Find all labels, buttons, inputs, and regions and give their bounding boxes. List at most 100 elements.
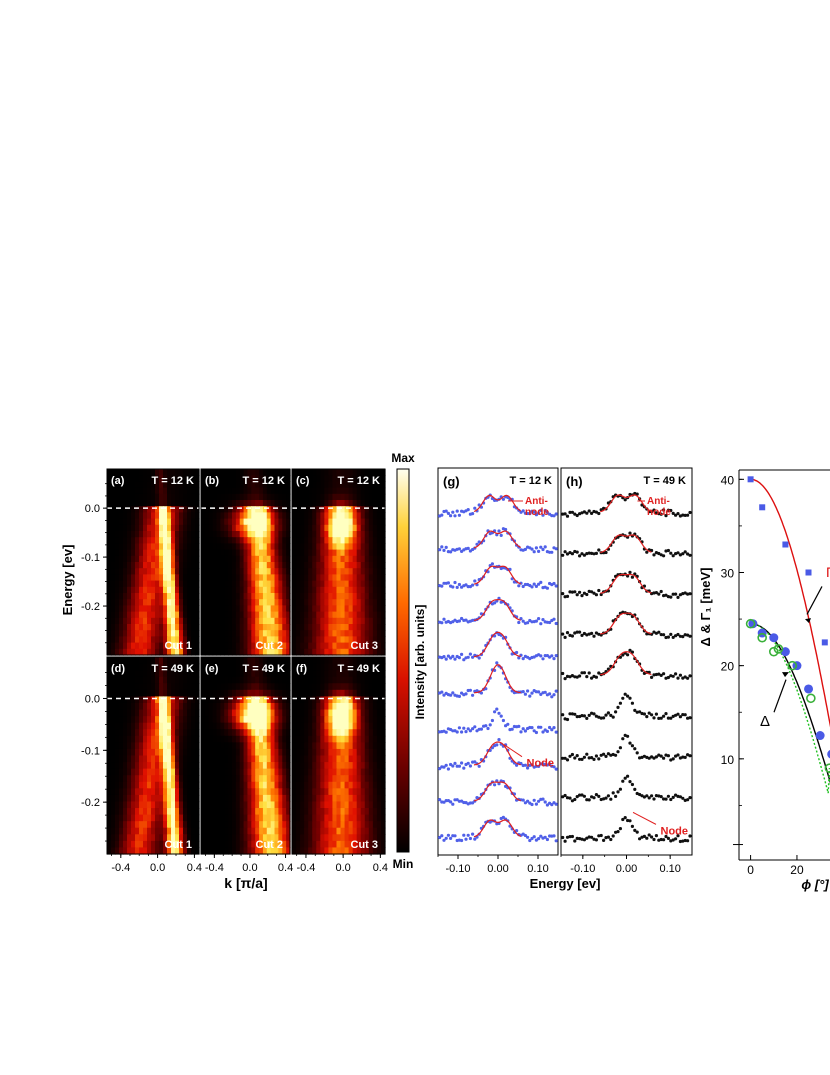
heatmap-cell [147, 808, 152, 816]
cut-label: Cut 2 [256, 839, 284, 851]
spectrum-point [460, 691, 464, 695]
heatmap-cell [151, 696, 156, 704]
temperature-label: T = 49 K [338, 663, 381, 675]
heatmap-cell [286, 543, 291, 551]
heatmap-cell [282, 808, 287, 816]
heatmap-cell [201, 689, 206, 697]
heatmap-cell [119, 840, 124, 849]
heatmap-cell [340, 648, 346, 656]
heatmap-cell [368, 648, 374, 656]
cut-label: Cut 2 [256, 640, 284, 652]
heatmap-cell [340, 709, 346, 717]
heatmap-cell [123, 689, 128, 697]
heatmap-cell [231, 611, 237, 619]
spectrum-point [464, 618, 468, 622]
spectrum-point [493, 710, 497, 714]
heatmap-cell [286, 487, 291, 495]
heatmap-cell [195, 469, 200, 476]
heatmap-cell [155, 781, 160, 789]
heatmap-cell [204, 562, 210, 569]
heatmap-cell [292, 605, 297, 613]
heatmap-cell [119, 814, 124, 822]
heatmap-cell [348, 500, 354, 507]
heatmap-cell [216, 716, 221, 724]
heatmap-cell [139, 709, 144, 717]
heatmap-cell [332, 762, 338, 770]
heatmap-cell [208, 821, 214, 829]
heatmap-cell [201, 702, 206, 711]
heatmap-cell [304, 676, 309, 684]
heatmap-cell [127, 670, 132, 678]
spectrum-point [541, 730, 545, 734]
heatmap-cell [163, 574, 168, 582]
heatmap-cell [220, 788, 225, 796]
heatmap-cell [239, 755, 245, 763]
heatmap-cell [183, 599, 188, 606]
heatmap-cell [255, 574, 260, 582]
heatmap-cell [195, 617, 200, 625]
heatmap-cell [247, 593, 252, 600]
heatmap-cell [251, 834, 256, 842]
heatmap-cell [368, 475, 374, 482]
heatmap-cell [208, 847, 214, 855]
heatmap-cell [228, 827, 233, 835]
heatmap-cell [187, 543, 192, 551]
heatmap-cell [266, 493, 272, 501]
heatmap-cell [360, 617, 366, 625]
heatmap-cell [212, 555, 218, 563]
spectrum-point [517, 584, 521, 588]
panel-label: (g) [443, 474, 460, 489]
heatmap-cell [155, 762, 160, 770]
heatmap-cell [179, 642, 184, 650]
heatmap-cell [147, 630, 152, 637]
heatmap-cell [107, 543, 112, 551]
heatmap-cell [352, 670, 358, 678]
heatmap-cell [320, 735, 325, 743]
heatmap-cell [352, 663, 358, 671]
heatmap-cell [191, 742, 196, 750]
heatmap-cell [328, 549, 334, 557]
heatmap-cell [239, 469, 245, 476]
heatmap-cell [316, 605, 321, 613]
heatmap-cell [195, 683, 200, 691]
heatmap-cell [372, 808, 378, 816]
heatmap-cell [107, 748, 112, 757]
heatmap-cell [147, 788, 152, 796]
heatmap-cell [179, 801, 184, 809]
heatmap-cell [220, 670, 225, 678]
heatmap-cell [352, 493, 358, 501]
heatmap-cell [212, 568, 218, 575]
heatmap-cell [368, 729, 374, 737]
heatmap-cell [239, 537, 245, 544]
heatmap-cell [262, 518, 268, 526]
heatmap-cell [364, 781, 370, 789]
spectrum-point [442, 655, 446, 659]
heatmap-cell [123, 568, 128, 575]
heatmap-cell [147, 735, 152, 743]
heatmap-cell [212, 696, 218, 704]
heatmap-cell [352, 755, 358, 763]
heatmap-cell [270, 762, 276, 770]
heatmap-cell [243, 636, 249, 644]
heatmap-cell [340, 593, 346, 600]
heatmap-cell [304, 755, 309, 763]
spectrum-point [534, 802, 539, 806]
heatmap-cell [224, 475, 229, 482]
heatmap-cell [344, 762, 350, 770]
heatmap-cell [336, 775, 342, 783]
heatmap-cell [175, 537, 180, 544]
spectrum-point [582, 553, 587, 557]
heatmap-cell [247, 768, 252, 776]
heatmap-cell [380, 524, 386, 532]
heatmap-cell [159, 781, 164, 789]
heatmap-cell [212, 549, 218, 557]
heatmap-cell [274, 683, 279, 691]
heatmap-cell [155, 709, 160, 717]
heatmap-cell [131, 729, 136, 737]
spectrum-point [582, 591, 587, 595]
heatmap-cell [368, 531, 374, 538]
heatmap-cell [304, 657, 309, 665]
heatmap-cell [159, 788, 164, 796]
heatmap-cell [344, 801, 350, 809]
